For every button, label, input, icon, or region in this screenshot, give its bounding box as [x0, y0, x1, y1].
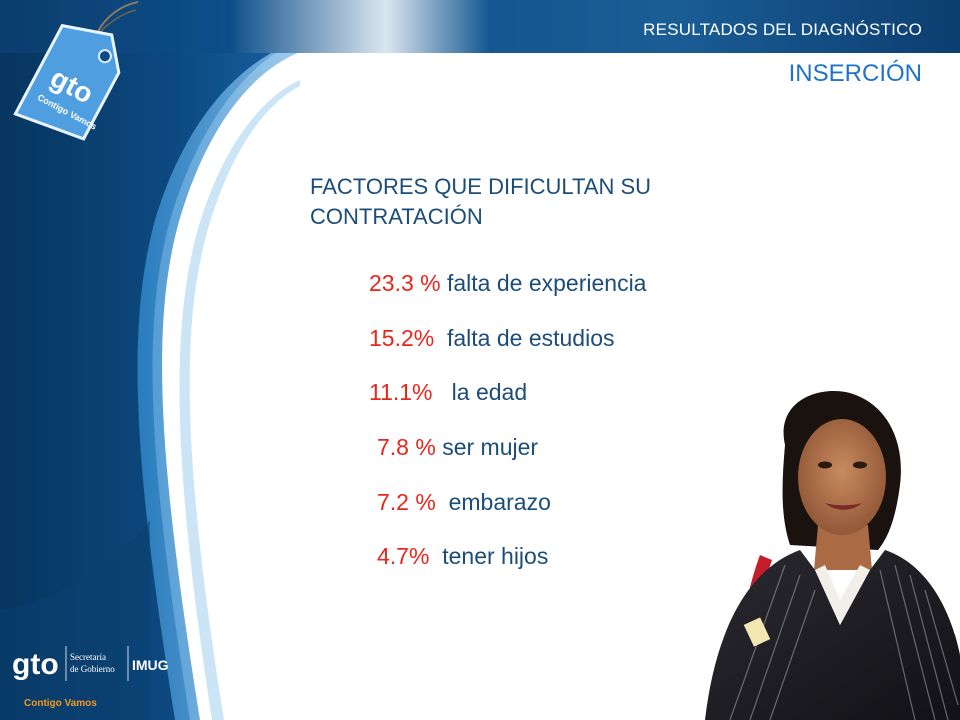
factor-item: 7.2 % embarazo — [377, 489, 551, 516]
factor-item: 7.8 % ser mujer — [377, 434, 538, 461]
sidebar-background — [0, 0, 300, 720]
factor-item: 11.1% la edad — [369, 379, 527, 406]
factor-label: falta de estudios — [434, 325, 615, 351]
factor-label: tener hijos — [429, 543, 549, 569]
woman-photo — [705, 390, 960, 720]
factors-heading: FACTORES QUE DIFICULTAN SU CONTRATACIÓN — [310, 172, 740, 232]
header-title: RESULTADOS DEL DIAGNÓSTICO — [643, 20, 922, 39]
factor-label: embarazo — [435, 489, 551, 515]
footer-slogan: Contigo Vamos — [24, 698, 97, 709]
footer-dept-line-2: de Gobierno — [70, 664, 115, 674]
factor-label: la edad — [432, 379, 528, 405]
factor-label: falta de experiencia — [440, 270, 647, 296]
factor-percent: 23.3 % — [369, 270, 441, 296]
factor-percent: 15.2% — [369, 325, 435, 351]
factor-percent: 7.2 % — [377, 489, 436, 515]
footer-logos: gto Secretaría de Gobierno IMUG Contigo … — [12, 646, 169, 709]
gto-tag-logo: gto Contigo Vamos — [13, 1, 139, 141]
factor-item: 23.3 % falta de experiencia — [369, 270, 646, 297]
factor-item: 15.2% falta de estudios — [369, 325, 615, 352]
header-highlight — [230, 0, 490, 53]
footer-gto-logo: gto — [12, 648, 59, 681]
factor-percent: 11.1% — [369, 379, 433, 405]
section-title: INSERCIÓN — [788, 60, 922, 87]
footer-dept-line-1: Secretaría — [70, 652, 106, 662]
factor-percent: 7.8 % — [377, 434, 436, 460]
factor-item: 4.7% tener hijos — [377, 543, 548, 570]
factor-label: ser mujer — [435, 434, 539, 460]
heading-line-1: FACTORES QUE DIFICULTAN SU — [310, 174, 652, 199]
footer-imug-logo: IMUG — [132, 657, 169, 673]
heading-line-2: CONTRATACIÓN — [310, 204, 483, 229]
factor-percent: 4.7% — [377, 543, 430, 569]
